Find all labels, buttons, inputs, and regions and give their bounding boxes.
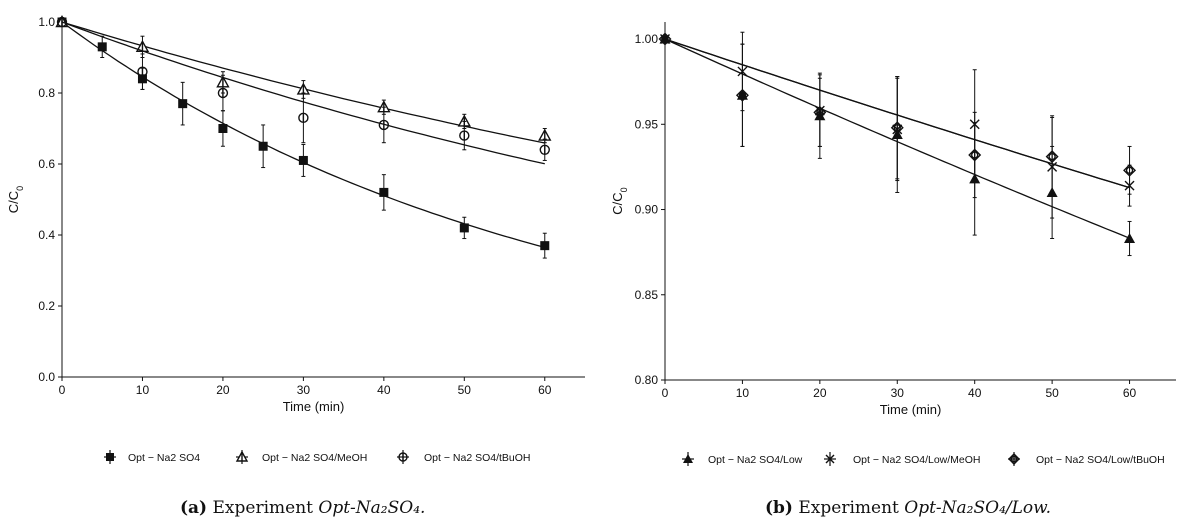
chart-a-data-point xyxy=(538,128,552,141)
chart-a-legend-marker xyxy=(106,453,114,461)
chart-a-data-point xyxy=(298,112,309,124)
chart-b-data-point xyxy=(890,121,904,135)
chart-a-y-tick-label: 0.8 xyxy=(38,86,55,100)
chart-a-data-point xyxy=(258,141,268,151)
chart-a-data-point xyxy=(379,187,389,197)
chart-a-x-tick-label: 40 xyxy=(377,383,391,397)
chart-a-legend-item-2: Opt − Na2 SO4/MeOH xyxy=(235,450,367,464)
chart-b-legend-marker xyxy=(683,454,693,463)
chart-b-error-bar xyxy=(1127,145,1132,195)
chart-a-data-point xyxy=(459,130,470,141)
chart-b-series-3 xyxy=(658,32,1137,199)
chart-a-data-point xyxy=(137,66,148,77)
chart-a-legend-item-3: Opt − Na2 SO4/tBuOH xyxy=(397,450,531,464)
chart-a-y-tick-label: 0.4 xyxy=(38,228,55,242)
caption-a: (a) Experiment Opt-Na₂SO₄. xyxy=(180,498,425,518)
chart-a-legend-marker xyxy=(235,450,249,462)
chart-b-y-tick-label: 0.95 xyxy=(635,117,659,131)
chart-a-legend-label: Opt − Na2 SO4/tBuOH xyxy=(424,452,531,464)
chart-b-y-tick-label: 0.90 xyxy=(635,203,659,217)
chart-a-x-tick-label: 0 xyxy=(59,383,66,397)
chart-b-data-point xyxy=(813,105,827,119)
chart-b-y-axis-label: C/C0 xyxy=(610,187,629,214)
chart-b-legend-item-3: Opt − Na2 SO4/Low/tBuOH xyxy=(1008,452,1165,466)
caption-b-tag: (b) xyxy=(765,498,793,518)
chart-a-y-tick-label: 0.2 xyxy=(38,299,55,313)
chart-b-data-point xyxy=(1123,163,1137,177)
chart-a-data-point xyxy=(540,241,550,251)
chart-a-data-point xyxy=(218,124,228,133)
chart-a-data-point xyxy=(539,144,550,156)
chart-b-data-point xyxy=(658,32,672,46)
chart-b-legend-label: Opt − Na2 SO4/Low xyxy=(708,454,803,466)
chart-b-error-bar xyxy=(895,76,900,180)
chart-a-y-tick-label: 0.0 xyxy=(38,370,55,384)
chart-a-data-point xyxy=(298,155,308,165)
chart-b-x-tick-label: 30 xyxy=(891,386,905,400)
caption-b-name: Opt-Na₂SO₄/Low. xyxy=(904,498,1052,518)
chart-b: 0 10 20 30 40 50 60 0.80 0.85 0.90 0.95 1.00 Time (m… xyxy=(610,22,1176,466)
chart-b-legend-item-1: Opt − Na2 SO4/Low xyxy=(682,452,803,466)
chart-b-legend-marker xyxy=(825,454,835,464)
chart-b-data-point xyxy=(1124,233,1136,244)
chart-b-x-axis-label: Time (min) xyxy=(880,402,942,417)
chart-b-data-point xyxy=(735,88,749,102)
caption-a-text: Experiment xyxy=(212,498,313,518)
chart-b-x-tick-label: 20 xyxy=(813,386,827,400)
chart-b-error-bar xyxy=(740,43,745,147)
chart-a-x-tick-label: 60 xyxy=(538,383,552,397)
chart-b-data-point xyxy=(1045,150,1059,164)
chart-a-y-tick-label: 1.0 xyxy=(38,15,55,29)
chart-a-legend-marker xyxy=(398,452,408,462)
chart-a-legend-item-1: Opt − Na2 SO4 xyxy=(104,450,200,464)
chart-b-x-tick-label: 0 xyxy=(662,386,669,400)
chart-a-y-axis-label: C/C0 xyxy=(6,186,25,213)
caption-b: (b) Experiment Opt-Na₂SO₄/Low. xyxy=(765,498,1051,518)
chart-b-legend-marker xyxy=(1008,453,1020,465)
chart-b-error-bar xyxy=(817,77,822,147)
chart-a: 0 10 20 30 40 50 60 0.0 0.2 0.4 0.6 0.8 1.0 Time (min… xyxy=(6,15,585,464)
chart-a-x-axis-label: Time (min) xyxy=(283,399,345,414)
chart-b-x-tick-label: 40 xyxy=(968,386,982,400)
chart-a-x-tick-label: 50 xyxy=(458,383,472,397)
chart-a-data-point xyxy=(178,99,188,109)
chart-b-x-tick-label: 10 xyxy=(736,386,750,400)
caption-b-text: Experiment xyxy=(798,498,899,518)
chart-b-y-tick-label: 0.85 xyxy=(635,288,659,302)
chart-b-error-bar xyxy=(972,111,977,199)
caption-a-tag: (a) xyxy=(180,498,208,518)
chart-b-legend-item-2: Opt − Na2 SO4/Low/MeOH xyxy=(824,452,981,466)
chart-a-data-point xyxy=(378,119,390,131)
chart-b-x-tick-label: 50 xyxy=(1045,386,1059,400)
chart-a-data-point xyxy=(217,87,229,99)
chart-a-data-point xyxy=(97,42,107,52)
chart-b-legend-label: Opt − Na2 SO4/Low/MeOH xyxy=(853,454,981,466)
chart-b-data-point xyxy=(968,148,982,162)
chart-b-x-tick-label: 60 xyxy=(1123,386,1137,400)
chart-a-data-point xyxy=(459,223,469,233)
chart-a-x-tick-label: 10 xyxy=(136,383,150,397)
chart-a-legend-label: Opt − Na2 SO4 xyxy=(128,452,200,464)
chart-a-legend-label: Opt − Na2 SO4/MeOH xyxy=(262,452,367,464)
chart-b-error-bar xyxy=(1050,116,1055,197)
chart-a-data-point xyxy=(296,82,311,95)
chart-b-legend-label: Opt − Na2 SO4/Low/tBuOH xyxy=(1036,454,1165,466)
chart-a-y-tick-label: 0.6 xyxy=(38,157,55,171)
caption-a-name: Opt-Na₂SO₄. xyxy=(318,498,426,518)
chart-a-x-tick-label: 20 xyxy=(216,383,230,397)
chart-a-series-3 xyxy=(56,16,550,165)
chart-b-y-tick-label: 0.80 xyxy=(635,373,659,387)
chart-b-y-tick-label: 1.00 xyxy=(635,32,659,46)
chart-a-x-tick-label: 30 xyxy=(297,383,311,397)
chart-a-data-point xyxy=(56,16,68,28)
